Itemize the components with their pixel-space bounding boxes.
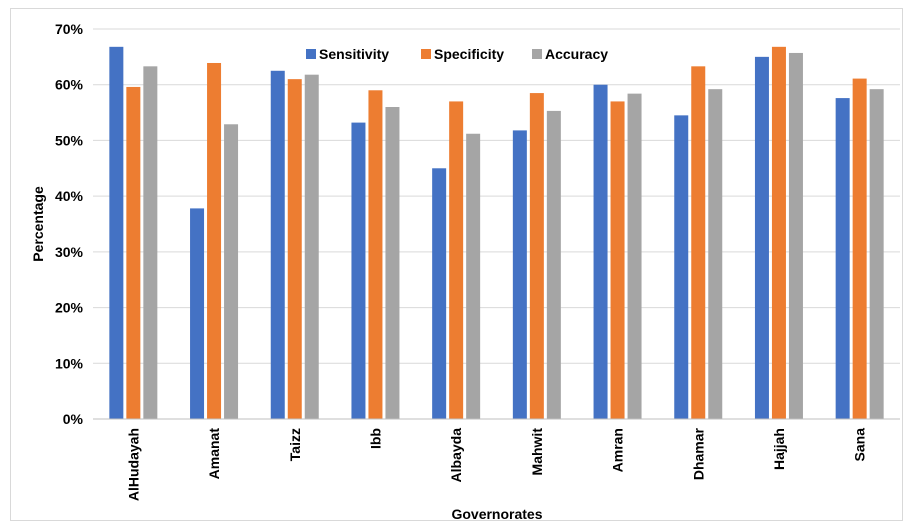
bar-sensitivity-mahwit xyxy=(512,130,527,419)
bar-accuracy-ibb xyxy=(385,107,400,419)
x-tick-label: Mahwit xyxy=(529,428,545,476)
legend-label-accuracy: Accuracy xyxy=(545,46,608,62)
legend-label-specificity: Specificity xyxy=(434,46,504,62)
x-tick-label: AlHudayah xyxy=(125,428,141,501)
x-tick-label: Amran xyxy=(610,428,626,472)
bar-sensitivity-amran xyxy=(593,84,608,419)
bar-accuracy-alhudayah xyxy=(143,66,158,419)
y-tick-label: 40% xyxy=(55,188,84,204)
bar-specificity-sana xyxy=(852,78,867,419)
bar-specificity-alhudayah xyxy=(126,86,141,419)
legend-swatch-sensitivity xyxy=(306,49,316,59)
bar-accuracy-albayda xyxy=(466,133,481,419)
x-tick-label: Taizz xyxy=(287,428,303,461)
bar-specificity-ibb xyxy=(368,90,383,420)
bar-sensitivity-albayda xyxy=(432,168,447,419)
y-tick-label: 20% xyxy=(55,300,84,316)
x-tick-label: Ibb xyxy=(367,428,383,449)
x-axis-title: Governorates xyxy=(451,506,542,522)
x-tick-label: Hajjah xyxy=(771,428,787,470)
y-tick-label: 70% xyxy=(55,21,84,37)
bar-sensitivity-ibb xyxy=(351,122,366,419)
bar-accuracy-dhamar xyxy=(708,89,723,420)
legend-swatch-specificity xyxy=(421,49,431,59)
x-tick-label: Albayda xyxy=(448,428,464,483)
bar-sensitivity-amanat xyxy=(190,208,205,419)
x-tick-label: Sana xyxy=(852,428,868,462)
bar-specificity-taizz xyxy=(287,79,302,420)
x-tick-label: Dhamar xyxy=(690,427,706,480)
legend-label-sensitivity: Sensitivity xyxy=(319,46,389,62)
y-tick-label: 60% xyxy=(55,77,84,93)
bars xyxy=(109,46,884,420)
y-tick-label: 50% xyxy=(55,132,84,148)
bar-accuracy-amanat xyxy=(224,124,239,420)
bar-accuracy-amran xyxy=(627,93,642,419)
x-axis-ticks: AlHudayah Amanat Taizz Ibb Albayda Mahwit Amra… xyxy=(125,427,867,501)
x-tick-label: Amanat xyxy=(206,428,222,480)
bar-specificity-mahwit xyxy=(529,93,544,420)
bar-specificity-amran xyxy=(610,101,625,419)
bar-accuracy-mahwit xyxy=(546,110,561,420)
bar-accuracy-hajjah xyxy=(788,52,803,419)
y-tick-label: 30% xyxy=(55,244,84,260)
bar-specificity-hajjah xyxy=(771,46,786,419)
bar-accuracy-taizz xyxy=(304,74,319,419)
bar-sensitivity-dhamar xyxy=(674,115,689,419)
legend: Sensitivity Specificity Accuracy xyxy=(306,46,608,62)
bar-accuracy-sana xyxy=(869,89,884,420)
y-tick-label: 10% xyxy=(55,355,84,371)
y-axis-ticks: 0% 10% 20% 30% 40% 50% 60% 70% xyxy=(55,21,84,427)
bar-specificity-dhamar xyxy=(691,66,706,419)
bar-sensitivity-hajjah xyxy=(754,56,769,419)
legend-swatch-accuracy xyxy=(532,49,542,59)
bar-specificity-albayda xyxy=(449,101,464,419)
bar-sensitivity-taizz xyxy=(270,70,285,420)
bar-sensitivity-alhudayah xyxy=(109,46,124,419)
y-tick-label: 0% xyxy=(63,411,84,427)
bar-sensitivity-sana xyxy=(835,98,850,419)
bar-specificity-amanat xyxy=(207,62,222,419)
y-axis-title: Percentage xyxy=(30,186,46,262)
